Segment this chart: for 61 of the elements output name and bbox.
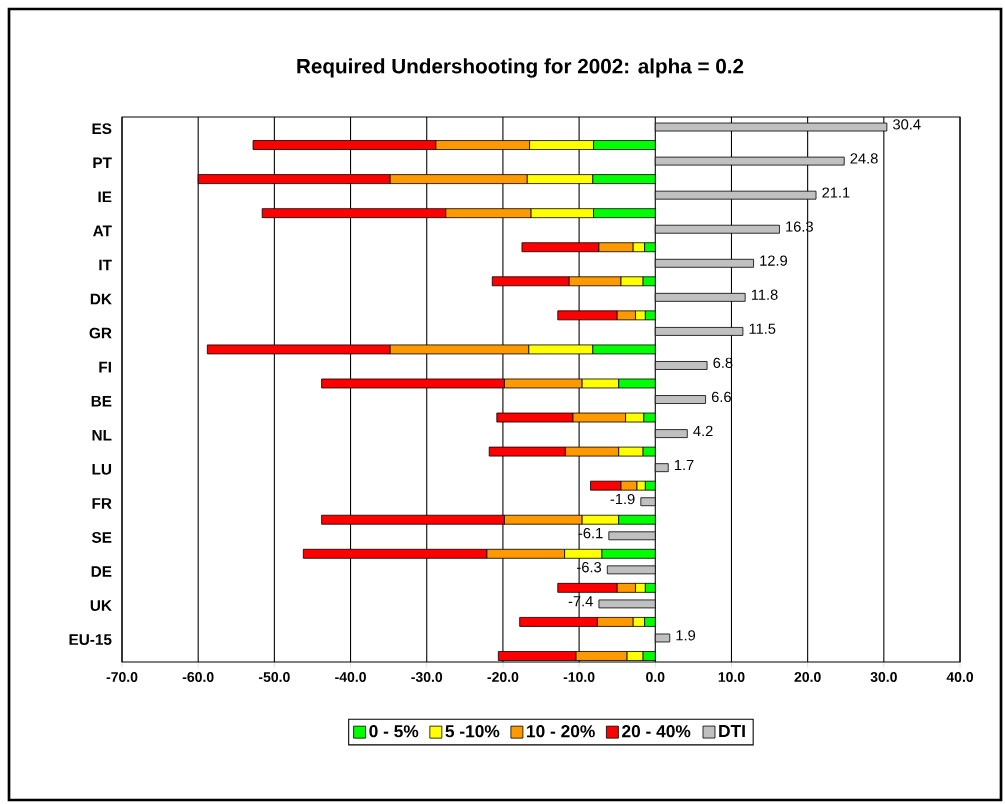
bar [640,497,656,507]
legend-label: 10 - 20% [527,725,595,738]
y-tick-label: LU [92,463,112,475]
y-tick-label: FI [99,361,111,373]
bar [654,122,888,132]
x-tick-label: -70.0 [106,672,138,682]
data-label: 6.6 [711,391,731,403]
y-tick-label: AT [93,225,112,237]
x-tick-label: -50.0 [258,672,290,682]
data-label: 24.8 [850,153,878,164]
y-tick-label: DE [91,566,112,577]
x-tick-label: -30.0 [411,672,443,682]
data-label: 12.9 [760,255,788,266]
y-tick-label: FR [92,498,112,509]
y-tick-label: ES [92,123,112,135]
y-tick-label: GR [89,327,112,339]
data-label: 1.7 [674,459,694,471]
x-tick-label: -40.0 [335,672,366,682]
bar [598,599,656,609]
bar [654,327,744,336]
data-label: 30.4 [893,119,921,130]
legend-label: DTI [719,725,745,738]
bar [654,258,754,268]
bar [654,224,780,234]
y-tick-label: NL [92,430,112,441]
x-tick-label: 20.0 [794,672,821,682]
y-tick-label: DK [90,293,112,305]
legend-label: 5 -10% [445,725,500,738]
data-label: 21.1 [822,187,850,198]
bar [654,190,817,200]
y-tick-label: SE [91,532,112,543]
data-label: 1.9 [676,630,696,641]
bar [608,531,656,541]
data-label: 11.5 [749,323,776,334]
x-tick-label: 10.0 [718,672,745,682]
data-label: 11.8 [751,289,778,300]
x-tick-label: -20.0 [487,672,519,682]
y-tick-label: PT [93,157,112,169]
bar [654,361,708,370]
x-tick-label: -60.0 [182,672,214,682]
bar [654,633,671,643]
y-tick-label: BE [91,395,112,407]
bar [654,463,669,473]
bar [654,429,688,438]
y-tick-label: IE [98,191,112,203]
x-tick-label: 40.0 [946,672,974,682]
y-tick-label: EU-15 [69,634,112,645]
chart-title: Required Undershooting for 2002: alpha = 0.2 [297,58,744,78]
legend-label: 20 - 40% [622,725,691,738]
x-tick-label: 30.0 [870,672,897,682]
bar [654,292,746,302]
bar [654,156,845,166]
x-tick-label: 0.0 [646,672,665,682]
data-label: 4.2 [693,425,713,437]
x-tick-label: -10.0 [563,672,595,682]
legend-label: 0 - 5% [369,725,419,738]
bar [606,565,656,575]
data-label: -1.9 [610,493,635,505]
y-tick-label: UK [90,600,112,611]
bar [654,395,706,404]
y-tick-label: IT [99,259,112,271]
